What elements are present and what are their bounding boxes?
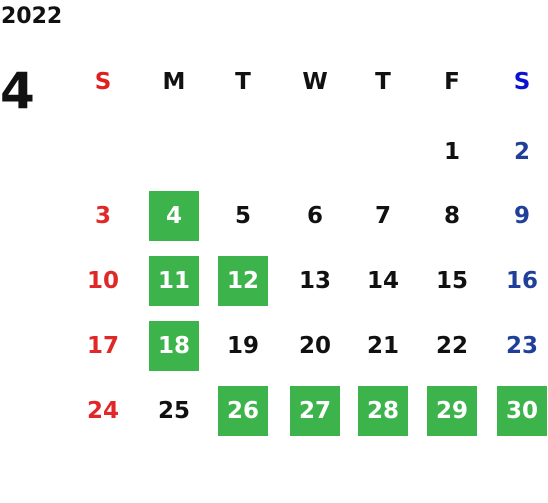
highlighted-day: 27 [290,386,340,436]
day: 1 [443,139,460,165]
weekday-label: M [162,69,186,95]
day: 5 [234,203,251,229]
day: 7 [374,203,391,229]
day: 16 [505,268,538,294]
day: 15 [435,268,468,294]
day: 24 [86,398,119,424]
day: 21 [366,333,399,359]
highlighted-day: 11 [149,256,199,306]
weekday-label: T [235,69,251,95]
weekday-label: T [375,69,391,95]
day: 10 [86,268,119,294]
weekday-label: F [444,69,460,95]
highlighted-day: 18 [149,321,199,371]
day: 17 [86,333,119,359]
year: 2022 [1,4,63,29]
highlighted-day: 28 [358,386,408,436]
day: 13 [298,268,331,294]
highlighted-day: 30 [497,386,547,436]
day: 22 [435,333,468,359]
weekday-label: S [94,69,112,95]
day: 25 [157,398,190,424]
day: 9 [513,203,530,229]
highlighted-day: 29 [427,386,477,436]
highlighted-day: 26 [218,386,268,436]
day: 14 [366,268,399,294]
day: 20 [298,333,331,359]
day: 23 [505,333,538,359]
day: 19 [226,333,259,359]
day: 2 [513,139,530,165]
month: 4 [0,62,35,120]
highlighted-day: 12 [218,256,268,306]
weekday-label: W [302,69,328,95]
highlighted-day: 4 [149,191,199,241]
day: 3 [94,203,111,229]
day: 6 [306,203,323,229]
weekday-label: S [513,69,531,95]
day: 8 [443,203,460,229]
